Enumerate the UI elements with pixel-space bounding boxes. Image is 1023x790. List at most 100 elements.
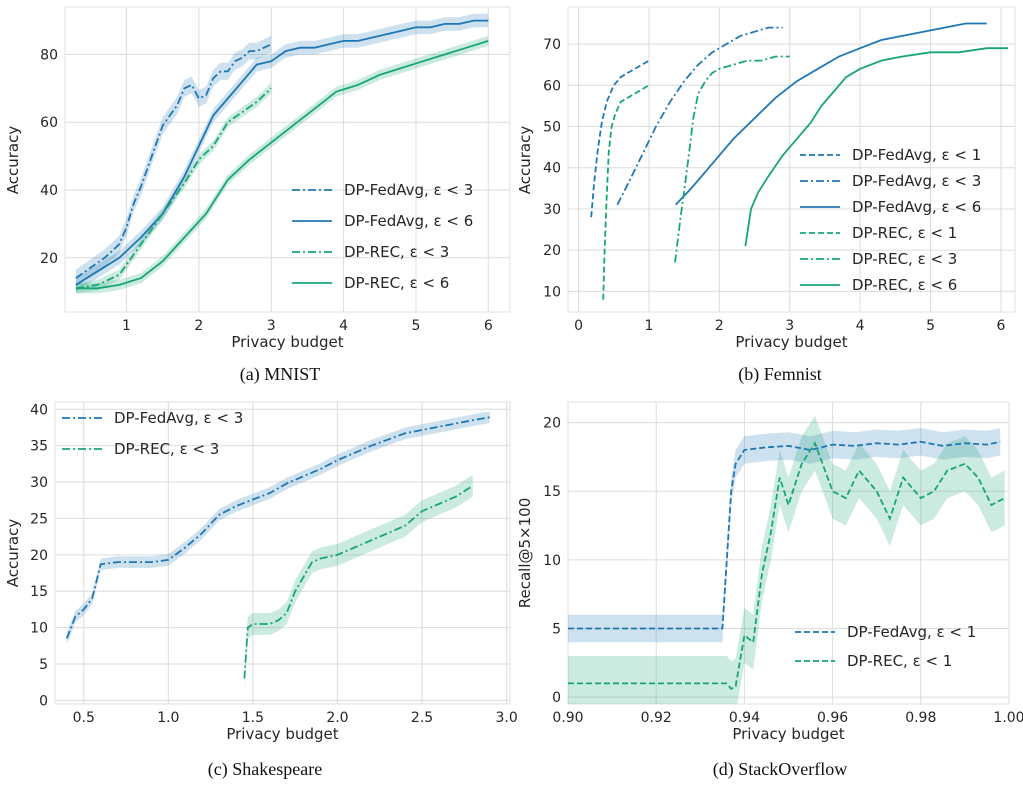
y-tick-label: 20 <box>30 548 48 564</box>
y-tick-label: 5 <box>39 657 48 673</box>
x-axis-label: Privacy budget <box>231 333 343 351</box>
x-tick-label: 1.00 <box>993 710 1023 726</box>
x-tick-label: 0.94 <box>729 710 760 726</box>
y-axis-label: Accuracy <box>516 126 534 195</box>
panel-caption: (a) MNIST <box>240 364 320 385</box>
chart-panel-0: 1 2 3 4 5 6 20 40 60 80 DP-FedAvg, ε < 3 DP-FedAvg,… <box>4 6 511 385</box>
y-tick-label: 20 <box>543 416 561 432</box>
series-band-0 <box>75 35 272 287</box>
series-band-1 <box>244 474 473 690</box>
y-axis-label: Accuracy <box>4 519 22 588</box>
legend-entry: DP-REC, ε < 6 <box>344 274 449 292</box>
series-line-0 <box>65 416 490 639</box>
x-tick-label: 2 <box>194 318 203 334</box>
series-line-4 <box>674 55 790 263</box>
x-tick-label: 0.90 <box>552 710 583 726</box>
x-tick-label: 4 <box>339 318 348 334</box>
x-tick-label: 6 <box>484 318 493 334</box>
x-tick-label: 4 <box>856 318 865 334</box>
legend-entry: DP-FedAvg, ε < 6 <box>344 212 473 230</box>
legend-entry: DP-FedAvg, ε < 3 <box>344 181 473 199</box>
series-band-1 <box>75 13 489 292</box>
y-tick-label: 60 <box>40 115 58 131</box>
y-tick-label: 10 <box>543 284 561 300</box>
x-tick-label: 3.0 <box>495 710 517 726</box>
y-tick-label: 30 <box>30 475 48 491</box>
x-tick-label: 1 <box>122 318 131 334</box>
panel-caption: (b) Femnist <box>738 364 822 385</box>
series-line-1 <box>568 441 1006 691</box>
panel-caption: (c) Shakespeare <box>208 759 322 780</box>
x-tick-label: 2.0 <box>326 710 348 726</box>
series-band-2 <box>75 83 272 294</box>
y-axis-label: Accuracy <box>4 126 22 195</box>
series-line-0 <box>75 43 272 279</box>
legend-entry: DP-REC, ε < 6 <box>852 276 957 294</box>
series-band-1 <box>568 415 1005 704</box>
x-tick-label: 5 <box>411 318 420 334</box>
y-tick-label: 0 <box>552 690 561 706</box>
series-line-3 <box>75 40 489 290</box>
panel-caption: (d) StackOverflow <box>713 759 847 780</box>
series-line-3 <box>602 84 650 300</box>
y-tick-label: 60 <box>543 78 561 94</box>
chart-panel-3: 0.90 0.92 0.94 0.96 0.98 1.00 0 5 10 15 20 DP-FedAv… <box>516 401 1023 780</box>
plot-area <box>567 6 1016 313</box>
y-tick-label: 15 <box>543 484 561 500</box>
x-tick-label: 0.92 <box>641 710 672 726</box>
x-tick-label: 0 <box>574 318 583 334</box>
y-tick-label: 30 <box>543 202 561 218</box>
y-tick-label: 25 <box>30 511 48 527</box>
series-line-0 <box>590 59 650 218</box>
y-tick-label: 40 <box>543 161 561 177</box>
x-axis-label: Privacy budget <box>732 725 844 743</box>
y-tick-label: 80 <box>40 47 58 63</box>
y-tick-label: 5 <box>552 622 561 638</box>
y-tick-label: 0 <box>39 693 48 709</box>
y-tick-label: 10 <box>543 553 561 569</box>
x-tick-label: 3 <box>785 318 794 334</box>
x-tick-label: 5 <box>926 318 935 334</box>
series-line-0 <box>568 440 1001 630</box>
x-tick-label: 1.0 <box>157 710 179 726</box>
x-tick-label: 0.96 <box>817 710 848 726</box>
y-tick-label: 20 <box>40 251 58 267</box>
x-tick-label: 1 <box>644 318 653 334</box>
legend-entry: DP-FedAvg, ε < 3 <box>114 409 243 427</box>
series-band-0 <box>568 428 1001 643</box>
y-tick-label: 20 <box>543 243 561 259</box>
series-line-2 <box>675 22 987 206</box>
legend-entry: DP-REC, ε < 1 <box>852 224 957 242</box>
x-tick-label: 2 <box>715 318 724 334</box>
plot-area <box>54 401 511 705</box>
y-tick-label: 40 <box>40 183 58 199</box>
series-line-1 <box>243 484 474 679</box>
y-tick-label: 50 <box>543 120 561 136</box>
legend-entry: DP-FedAvg, ε < 1 <box>852 146 981 164</box>
series-line-1 <box>75 19 489 286</box>
series-line-5 <box>744 47 1008 247</box>
legend-entry: DP-REC, ε < 1 <box>847 652 952 670</box>
legend-entry: DP-REC, ε < 3 <box>852 250 957 268</box>
y-tick-label: 15 <box>30 584 48 600</box>
x-axis-label: Privacy budget <box>226 725 338 743</box>
x-tick-label: 1.5 <box>242 710 264 726</box>
y-axis-label: Recall@5×100 <box>516 498 534 609</box>
x-tick-label: 0.5 <box>73 710 95 726</box>
x-tick-label: 3 <box>267 318 276 334</box>
y-tick-label: 35 <box>30 439 48 455</box>
legend-entry: DP-FedAvg, ε < 3 <box>852 172 981 190</box>
series-line-1 <box>616 26 783 206</box>
plot-area <box>567 401 1010 705</box>
chart-panel-2: 0.5 1.0 1.5 2.0 2.5 3.0 0 5 10 15 20 25 30 35 40 DP-Fed… <box>4 401 518 780</box>
x-axis-label: Privacy budget <box>735 333 847 351</box>
legend-entry: DP-REC, ε < 3 <box>344 243 449 261</box>
y-tick-label: 40 <box>30 402 48 418</box>
y-tick-label: 70 <box>543 37 561 53</box>
chart-panel-1: 0 1 2 3 4 5 6 10 20 30 40 50 60 70 DP-FedAvg, ε < 1 DP-… <box>516 6 1016 385</box>
x-tick-label: 6 <box>996 318 1005 334</box>
series-line-2 <box>75 87 272 290</box>
x-tick-label: 2.5 <box>411 710 433 726</box>
legend-entry: DP-REC, ε < 3 <box>114 440 219 458</box>
